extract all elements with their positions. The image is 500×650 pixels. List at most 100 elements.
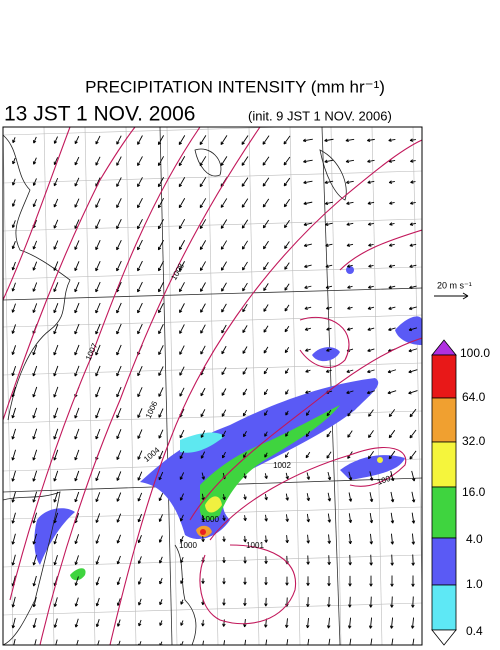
wind-arrow	[95, 156, 101, 166]
wind-arrow	[325, 369, 332, 373]
colorbar-extend-bottom	[431, 629, 457, 646]
grid-line	[125, 127, 137, 645]
coastline	[3, 134, 71, 421]
wind-arrow	[346, 243, 354, 247]
colorbar-segment	[431, 354, 457, 399]
wind-arrow	[304, 327, 312, 331]
wind-arrow	[74, 198, 80, 208]
wind-arrow	[74, 365, 80, 377]
wind-arrow	[53, 282, 59, 293]
wind-arrow	[410, 617, 415, 629]
wind-arrow	[179, 451, 185, 460]
wind-arrow	[53, 386, 59, 398]
wind-arrow	[74, 136, 80, 145]
wind-arrow	[327, 513, 332, 523]
wind-arrow	[220, 135, 228, 146]
wind-arrow	[242, 282, 248, 292]
wind-arrow	[243, 494, 247, 500]
wind-arrow	[242, 388, 248, 396]
wind-arrow	[346, 222, 354, 226]
wind-arrow	[179, 366, 185, 376]
wind-arrow	[411, 533, 416, 545]
wind-arrow	[326, 430, 332, 438]
wind-arrow	[367, 306, 375, 310]
wind-arrow	[95, 407, 101, 419]
wind-arrow	[74, 576, 79, 586]
wind-arrow	[366, 138, 375, 142]
wind-arrow	[345, 159, 355, 164]
wind-arrow	[348, 471, 353, 481]
wind-arrow	[178, 156, 186, 167]
wind-arrow	[159, 577, 163, 585]
wind-arrow	[74, 281, 80, 293]
wind-arrow	[411, 470, 416, 482]
wind-arrow	[180, 557, 184, 564]
wind-arrow	[263, 389, 269, 396]
coastline	[174, 544, 197, 645]
wind-arrow	[32, 491, 38, 503]
precip-1mm	[395, 316, 422, 345]
wind-arrow	[95, 534, 101, 544]
wind-arrow	[303, 159, 313, 164]
wind-arrow	[53, 449, 59, 461]
wind-arrow	[391, 638, 394, 645]
wind-arrow	[200, 324, 206, 334]
wind-arrow	[158, 471, 164, 481]
wind-arrow	[346, 201, 354, 205]
wind-arrow	[222, 577, 226, 585]
wind-arrow	[409, 450, 417, 460]
colorbar-segment	[431, 537, 457, 586]
wind-arrow	[409, 222, 417, 226]
wind-arrow	[11, 324, 16, 334]
wind-arrow	[410, 159, 416, 163]
wind-arrow	[95, 198, 101, 208]
grid-line	[3, 170, 422, 184]
wind-arrow	[264, 473, 268, 479]
wind-arrow	[74, 177, 80, 187]
wind-arrow	[180, 599, 184, 605]
wind-arrow	[199, 240, 207, 251]
wind-arrow	[74, 618, 79, 628]
wind-arrow	[200, 303, 206, 313]
wind-arrow	[116, 365, 122, 377]
isobar-label: 1002	[273, 461, 291, 470]
wind-arrow	[158, 387, 164, 397]
wind-arrow	[137, 135, 143, 145]
wind-arrow	[305, 348, 311, 352]
wind-arrow	[158, 493, 164, 502]
wind-arrow	[13, 638, 16, 645]
wind-arrow	[304, 285, 312, 289]
wind-arrow	[328, 638, 331, 645]
grid-line	[3, 314, 422, 328]
wind-arrow	[348, 554, 352, 566]
wind-arrow	[53, 428, 59, 440]
wind-arrow	[137, 365, 143, 377]
grid-line	[3, 410, 422, 424]
wind-arrow	[262, 177, 270, 187]
wind-arrow	[95, 260, 101, 272]
wind-arrow	[388, 243, 395, 247]
wind-arrow	[303, 180, 313, 185]
wind-arrow	[388, 327, 396, 332]
wind-arrow	[32, 512, 37, 524]
wind-arrow	[388, 450, 396, 460]
wind-arrow	[137, 156, 143, 166]
wind-arrow	[262, 198, 270, 208]
isobar-label: 1000	[179, 541, 197, 550]
wind-arrow	[116, 429, 122, 440]
wind-arrow	[411, 596, 415, 608]
isobar	[3, 127, 136, 421]
graticule	[3, 127, 422, 645]
wind-arrow	[324, 159, 334, 164]
wind-arrow	[179, 345, 185, 355]
wind-arrow	[179, 387, 185, 397]
wind-arrow	[53, 365, 59, 377]
latitude-line	[3, 287, 422, 301]
wind-arrow	[137, 535, 142, 544]
wind-arrow	[137, 387, 143, 398]
isobars	[3, 127, 422, 645]
wind-arrow	[387, 369, 397, 374]
wind-arrow	[241, 240, 249, 250]
wind-arrow	[222, 598, 226, 606]
wind-arrow	[116, 239, 122, 251]
